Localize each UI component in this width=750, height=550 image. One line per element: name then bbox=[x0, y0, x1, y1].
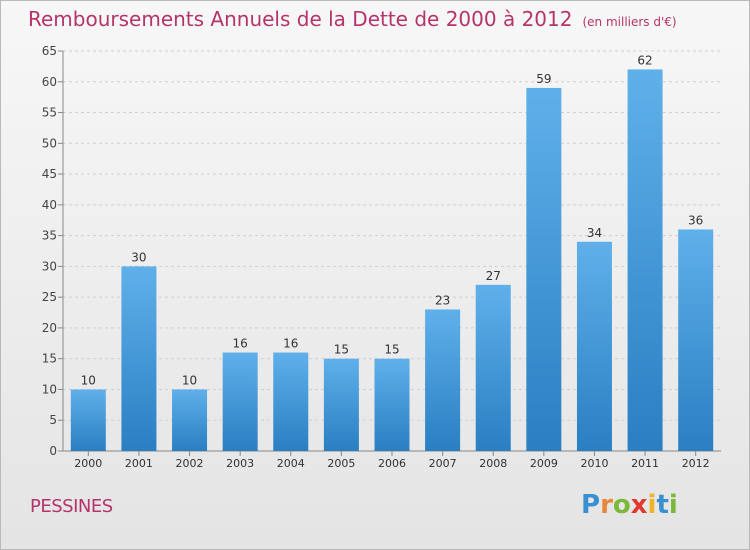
y-tick-label: 25 bbox=[42, 290, 57, 304]
y-tick-label: 0 bbox=[49, 444, 57, 458]
bar bbox=[576, 241, 612, 451]
data-label: 15 bbox=[334, 343, 349, 357]
bar bbox=[678, 229, 714, 451]
y-tick-label: 65 bbox=[42, 44, 57, 58]
data-label: 62 bbox=[637, 53, 652, 67]
bar bbox=[70, 389, 106, 451]
x-tick-label: 2012 bbox=[682, 457, 710, 470]
bar bbox=[121, 266, 157, 451]
data-label: 16 bbox=[233, 337, 248, 351]
data-label: 59 bbox=[536, 72, 551, 86]
data-label: 34 bbox=[587, 226, 602, 240]
bar bbox=[374, 358, 410, 451]
data-label: 30 bbox=[131, 250, 146, 264]
chart-title: Remboursements Annuels de la Dette de 20… bbox=[28, 7, 677, 31]
x-tick-label: 2005 bbox=[327, 457, 355, 470]
bar bbox=[323, 358, 359, 451]
x-tick-label: 2007 bbox=[429, 457, 457, 470]
x-tick-label: 2002 bbox=[176, 457, 204, 470]
commune-name: PESSINES bbox=[30, 496, 113, 517]
y-tick-label: 55 bbox=[42, 106, 57, 120]
bar bbox=[627, 69, 663, 451]
chart-title-text: Remboursements Annuels de la Dette de 20… bbox=[28, 7, 573, 31]
bar bbox=[222, 352, 258, 451]
x-tick-label: 2001 bbox=[125, 457, 153, 470]
x-tick-label: 2004 bbox=[277, 457, 305, 470]
bars bbox=[70, 69, 714, 451]
bar bbox=[475, 284, 511, 451]
data-label: 16 bbox=[283, 337, 298, 351]
data-label: 27 bbox=[486, 269, 501, 283]
y-tick-label: 50 bbox=[42, 136, 57, 150]
data-label: 10 bbox=[81, 373, 96, 387]
chart-unit: (en milliers d'€) bbox=[582, 15, 677, 29]
x-tick-label: 2011 bbox=[631, 457, 659, 470]
data-label: 10 bbox=[182, 373, 197, 387]
bar bbox=[425, 309, 461, 451]
y-tick-label: 20 bbox=[42, 321, 57, 335]
y-tick-label: 5 bbox=[49, 413, 57, 427]
data-label: 36 bbox=[688, 213, 703, 227]
bar bbox=[172, 389, 208, 451]
x-tick-label: 2000 bbox=[74, 457, 102, 470]
data-label: 23 bbox=[435, 293, 450, 307]
bar bbox=[526, 87, 562, 451]
y-tick-label: 30 bbox=[42, 259, 57, 273]
bar bbox=[273, 352, 309, 451]
x-tick-label: 2010 bbox=[580, 457, 608, 470]
y-tick-label: 35 bbox=[42, 229, 57, 243]
data-label: 15 bbox=[384, 343, 399, 357]
x-tick-label: 2008 bbox=[479, 457, 507, 470]
proxiti-logo[interactable]: Proxiti bbox=[581, 490, 678, 520]
y-tick-label: 60 bbox=[42, 75, 57, 89]
y-tick-label: 10 bbox=[42, 382, 57, 396]
y-tick-label: 40 bbox=[42, 198, 57, 212]
y-tick-label: 45 bbox=[42, 167, 57, 181]
y-tick-label: 15 bbox=[42, 352, 57, 366]
x-tick-label: 2006 bbox=[378, 457, 406, 470]
labels: 10 30 10 16 16 15 15 23 27 59 34 62 36 bbox=[81, 53, 704, 387]
x-tick-label: 2009 bbox=[530, 457, 558, 470]
x-tick-label: 2003 bbox=[226, 457, 254, 470]
